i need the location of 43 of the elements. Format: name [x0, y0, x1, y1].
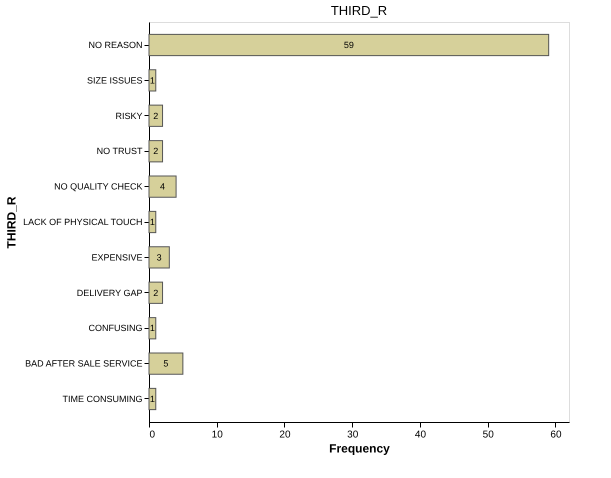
- y-tick-label: NO TRUST: [96, 146, 143, 156]
- bar: [148, 317, 156, 340]
- x-tick-label: 30: [347, 430, 359, 440]
- bar: [148, 388, 156, 410]
- y-tick-label: SIZE ISSUES: [86, 75, 142, 86]
- bar: [148, 246, 170, 269]
- data-label: 1: [150, 394, 155, 404]
- data-label: 2: [153, 146, 158, 156]
- bar: [148, 175, 177, 198]
- data-label: 1: [150, 323, 155, 334]
- x-tick-label: 50: [482, 430, 494, 440]
- chart-title: THIRD_R: [330, 3, 388, 18]
- bar: [148, 140, 164, 162]
- y-tick-label: RISKY: [115, 110, 142, 121]
- y-tick-label: NO QUALITY CHECK: [54, 182, 142, 192]
- x-tick-label: 10: [212, 430, 224, 440]
- bar: [148, 282, 164, 304]
- bar: [148, 69, 156, 92]
- data-label: 4: [160, 182, 166, 192]
- bar: [148, 104, 164, 127]
- y-tick-label: DELIVERY GAP: [76, 288, 142, 298]
- data-label: 2: [153, 110, 158, 121]
- x-axis-title: Frequency: [329, 442, 390, 456]
- y-axis-title: THIRD_R: [4, 196, 19, 249]
- bar: [148, 352, 184, 375]
- y-tick-label: EXPENSIVE: [91, 252, 142, 262]
- y-tick-label: TIME CONSUMING: [62, 394, 142, 404]
- data-label: 59: [344, 40, 354, 50]
- x-tick-label: 20: [279, 430, 291, 440]
- y-tick-label: BAD AFTER SALE SERVICE: [25, 358, 142, 369]
- bar: [148, 34, 550, 56]
- data-label: 3: [156, 252, 162, 262]
- x-tick-label: 0: [150, 430, 156, 440]
- x-tick-label: 60: [550, 430, 562, 440]
- bar: [148, 210, 156, 234]
- data-label: 1: [150, 75, 155, 86]
- data-label: 5: [163, 358, 168, 369]
- data-label: 1: [150, 217, 155, 227]
- y-tick-label: CONFUSING: [88, 323, 142, 334]
- data-label: 2: [153, 288, 158, 298]
- y-tick-label: LACK OF PHYSICAL TOUCH: [23, 217, 142, 227]
- x-tick-label: 40: [414, 430, 426, 440]
- y-tick-label: NO REASON: [88, 40, 142, 50]
